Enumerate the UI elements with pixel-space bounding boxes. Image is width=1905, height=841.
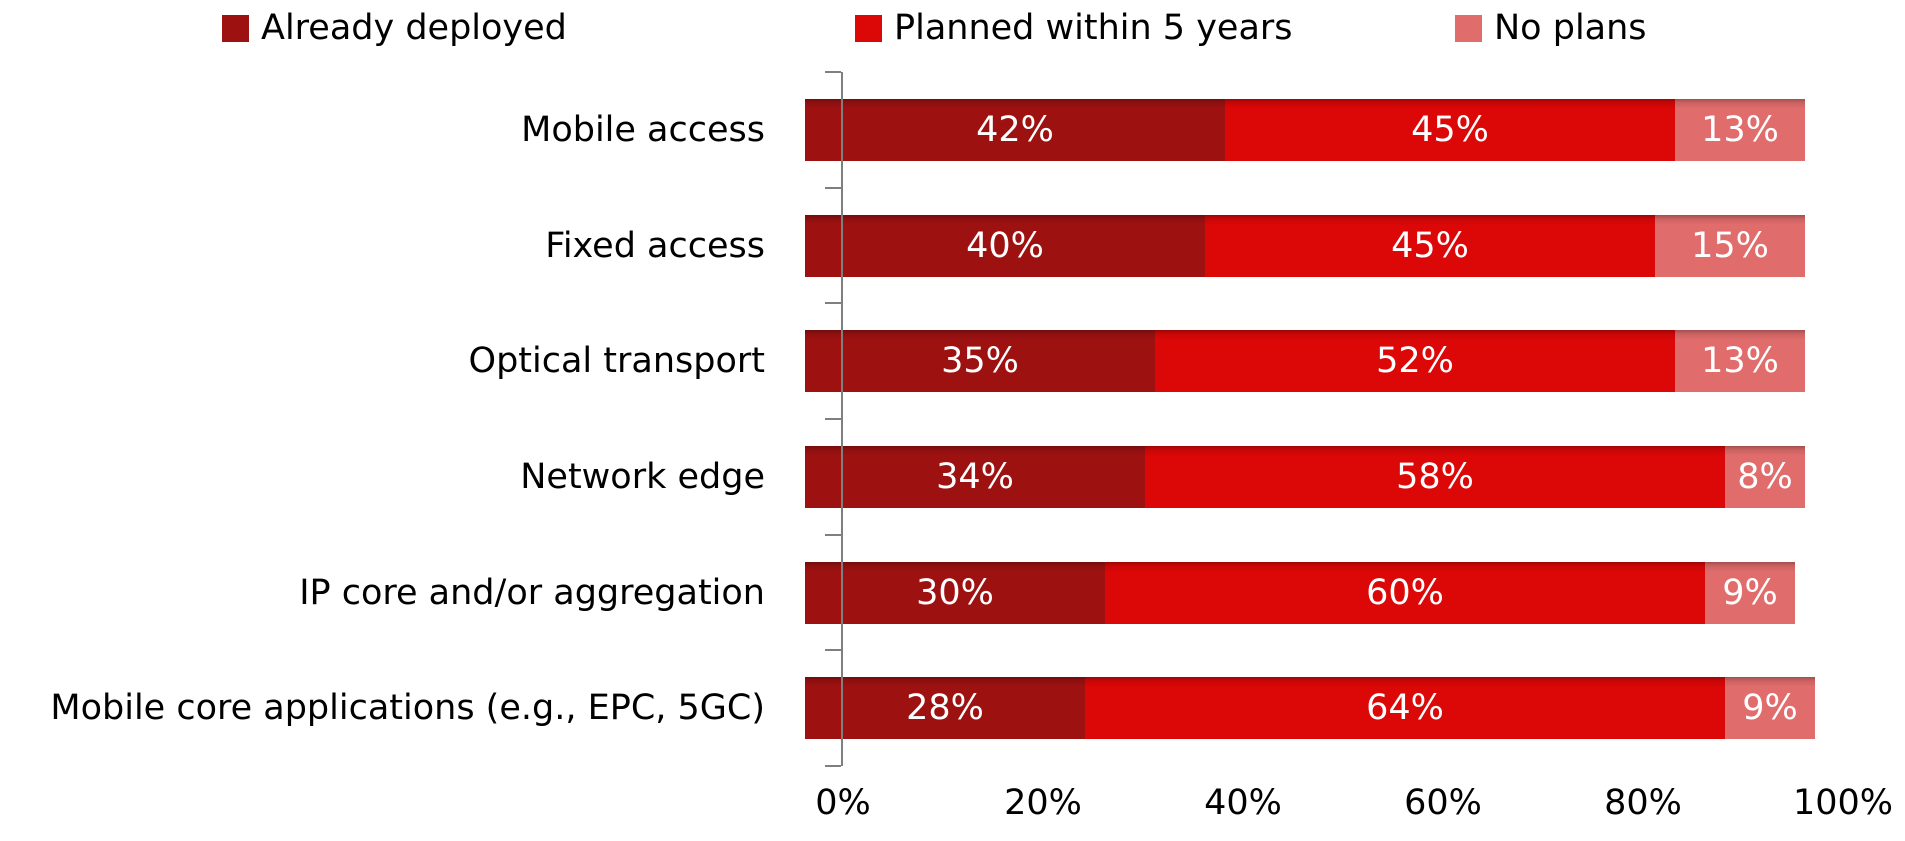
plot-area: Mobile access 42% 45% 13% Fixed access 40% 45%… — [0, 72, 1905, 766]
value-label: 13% — [1701, 341, 1779, 382]
legend-swatch-icon — [222, 14, 249, 42]
legend-swatch-icon — [855, 14, 882, 42]
value-label: 40% — [966, 225, 1044, 266]
chart-row: Mobile core applications (e.g., EPC, 5GC… — [0, 650, 1905, 766]
bar-segment: 15% — [1655, 214, 1805, 277]
value-label: 42% — [976, 109, 1054, 150]
bar-segment: 42% — [805, 98, 1225, 161]
bar-segment: 35% — [805, 330, 1155, 393]
value-label: 9% — [1722, 572, 1778, 613]
legend-label: Already deployed — [261, 8, 567, 48]
x-axis-tick-label: 40% — [1204, 783, 1282, 823]
x-axis-tick-label: 60% — [1404, 783, 1482, 823]
bar-segment: 60% — [1105, 561, 1705, 624]
legend-item: Planned within 5 years — [855, 8, 1293, 48]
y-axis-line — [841, 72, 843, 766]
bar-segment: 40% — [805, 214, 1205, 277]
value-label: 58% — [1396, 456, 1474, 497]
x-axis-tick-label: 100% — [1792, 783, 1894, 823]
value-label: 35% — [941, 341, 1019, 382]
chart-row: Network edge 34% 58% 8% — [0, 419, 1905, 535]
bar-track: 40% 45% 15% — [805, 214, 1805, 277]
bar-track: 35% 52% 13% — [805, 330, 1805, 393]
bar-segment: 34% — [805, 445, 1145, 508]
value-label: 45% — [1411, 109, 1489, 150]
axis-tick — [825, 418, 841, 420]
legend-swatch-icon — [1455, 14, 1482, 42]
chart-row: Mobile access 42% 45% 13% — [0, 72, 1905, 188]
x-axis-tick-label: 20% — [1004, 783, 1082, 823]
axis-tick — [825, 765, 841, 767]
legend-label: Planned within 5 years — [894, 8, 1293, 48]
bar-track: 42% 45% 13% — [805, 98, 1805, 161]
legend-item: No plans — [1455, 8, 1647, 48]
x-axis-tick-label: 80% — [1604, 783, 1682, 823]
bar-segment: 58% — [1145, 445, 1725, 508]
bar-segment: 8% — [1725, 445, 1805, 508]
legend-label: No plans — [1494, 8, 1647, 48]
value-label: 9% — [1742, 688, 1798, 729]
legend-item: Already deployed — [222, 8, 567, 48]
bar-track: 30% 60% 9% — [805, 561, 1805, 624]
category-label: Optical transport — [468, 341, 765, 382]
bar-segment: 30% — [805, 561, 1105, 624]
chart-row: Fixed access 40% 45% 15% — [0, 188, 1905, 304]
axis-tick — [825, 302, 841, 305]
value-label: 30% — [916, 572, 994, 613]
category-label: Fixed access — [545, 225, 765, 266]
axis-tick — [825, 186, 841, 189]
chart-row: Optical transport 35% 52% 13% — [0, 303, 1905, 419]
stacked-bar: 30% 60% 9% — [805, 561, 1795, 624]
stacked-bar: 34% 58% 8% — [805, 445, 1805, 508]
bar-segment: 64% — [1085, 677, 1725, 740]
bar-segment: 13% — [1675, 330, 1805, 393]
category-label: IP core and/or aggregation — [299, 572, 765, 613]
category-label: Mobile core applications (e.g., EPC, 5GC… — [50, 688, 765, 729]
axis-tick — [825, 649, 841, 652]
stacked-bar: 40% 45% 15% — [805, 214, 1805, 277]
chart-row: IP core and/or aggregation 30% 60% 9% — [0, 535, 1905, 651]
value-label: 60% — [1366, 572, 1444, 613]
value-label: 64% — [1366, 688, 1444, 729]
value-label: 45% — [1391, 225, 1469, 266]
stacked-bar: 28% 64% 9% — [805, 677, 1815, 740]
bar-segment: 52% — [1155, 330, 1675, 393]
value-label: 13% — [1701, 109, 1779, 150]
bar-segment: 28% — [805, 677, 1085, 740]
value-label: 52% — [1376, 341, 1454, 382]
category-label: Network edge — [520, 456, 765, 497]
stacked-bar: 35% 52% 13% — [805, 330, 1805, 393]
bar-segment: 9% — [1725, 677, 1815, 740]
value-label: 8% — [1737, 456, 1793, 497]
bar-segment: 9% — [1705, 561, 1795, 624]
bar-track: 28% 64% 9% — [805, 677, 1815, 740]
value-label: 15% — [1691, 225, 1769, 266]
axis-tick — [825, 533, 841, 536]
category-label: Mobile access — [521, 109, 765, 150]
axis-tick — [825, 71, 841, 73]
bar-segment: 13% — [1675, 98, 1805, 161]
value-label: 34% — [936, 456, 1014, 497]
stacked-bar: 42% 45% 13% — [805, 98, 1805, 161]
value-label: 28% — [906, 688, 984, 729]
bar-segment: 45% — [1205, 214, 1655, 277]
bar-track: 34% 58% 8% — [805, 445, 1805, 508]
x-axis-tick-label: 0% — [815, 783, 871, 823]
bar-segment: 45% — [1225, 98, 1675, 161]
